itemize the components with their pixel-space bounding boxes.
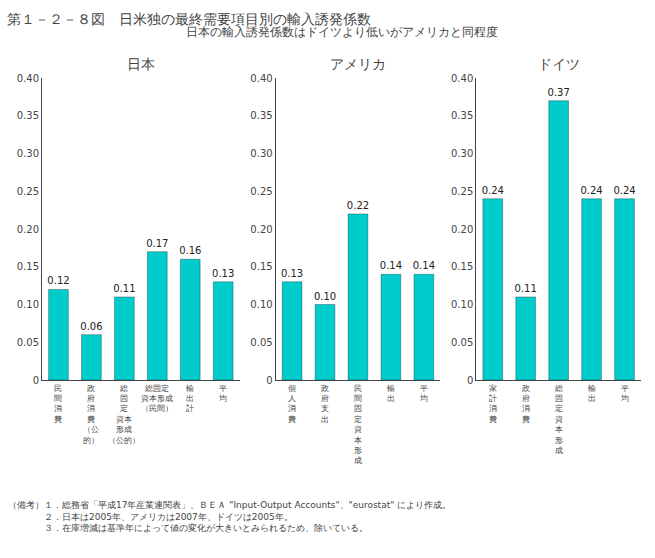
svg-text:0.40: 0.40 xyxy=(250,73,272,84)
svg-text:0.13: 0.13 xyxy=(281,268,303,279)
svg-text:平均: 平均 xyxy=(620,384,629,403)
svg-text:平均: 平均 xyxy=(419,384,428,403)
svg-text:0.17: 0.17 xyxy=(146,238,168,249)
svg-text:アメリカ: アメリカ xyxy=(330,56,386,72)
svg-text:日本の輸入誘発係数はドイツより低いがアメリカと同程度: 日本の輸入誘発係数はドイツより低いがアメリカと同程度 xyxy=(186,25,498,39)
svg-text:0.35: 0.35 xyxy=(17,110,39,121)
svg-text:0: 0 xyxy=(33,375,39,386)
svg-text:0: 0 xyxy=(266,375,272,386)
svg-text:0.25: 0.25 xyxy=(451,186,473,197)
svg-text:政府支出: 政府支出 xyxy=(321,384,329,424)
svg-text:0.05: 0.05 xyxy=(17,337,39,348)
svg-text:平均: 平均 xyxy=(218,384,227,403)
svg-text:家計消費: 家計消費 xyxy=(489,384,497,424)
svg-text:0.10: 0.10 xyxy=(314,291,336,302)
svg-text:輸出: 輸出 xyxy=(588,384,596,403)
svg-text:0.16: 0.16 xyxy=(179,245,201,256)
svg-text:0.11: 0.11 xyxy=(113,283,135,294)
svg-text:0.20: 0.20 xyxy=(250,224,272,235)
svg-text:0.15: 0.15 xyxy=(250,261,272,272)
svg-text:0.20: 0.20 xyxy=(451,224,473,235)
svg-text:総固定資本形成（公的）: 総固定資本形成（公的） xyxy=(108,384,140,445)
svg-text:0.24: 0.24 xyxy=(482,185,504,196)
svg-text:個人消費: 個人消費 xyxy=(288,384,296,424)
svg-text:0.25: 0.25 xyxy=(250,186,272,197)
svg-text:0.15: 0.15 xyxy=(451,261,473,272)
svg-text:0.25: 0.25 xyxy=(17,186,39,197)
svg-text:0.30: 0.30 xyxy=(17,148,39,159)
svg-text:0.40: 0.40 xyxy=(17,73,39,84)
svg-text:輸出: 輸出 xyxy=(387,384,395,403)
svg-text:0.35: 0.35 xyxy=(451,110,473,121)
svg-text:0.06: 0.06 xyxy=(80,321,102,332)
svg-text:0.05: 0.05 xyxy=(451,337,473,348)
svg-text:0.24: 0.24 xyxy=(613,185,635,196)
svg-text:0.24: 0.24 xyxy=(580,185,602,196)
svg-text:0.10: 0.10 xyxy=(250,299,272,310)
svg-text:（備考）１．総務省「平成17年産業連関表」、ＢＥＡ "Inp: （備考）１．総務省「平成17年産業連関表」、ＢＥＡ "Input-Output … xyxy=(8,500,451,533)
svg-text:ドイツ: ドイツ xyxy=(538,56,580,72)
svg-text:0.11: 0.11 xyxy=(515,283,537,294)
svg-text:0.22: 0.22 xyxy=(347,200,369,211)
svg-text:0.37: 0.37 xyxy=(548,87,570,98)
svg-text:0.35: 0.35 xyxy=(250,110,272,121)
svg-text:0.05: 0.05 xyxy=(250,337,272,348)
svg-text:政府消費（公的）: 政府消費（公的） xyxy=(83,384,99,445)
svg-text:日本: 日本 xyxy=(127,56,155,72)
svg-text:総固定資本形成: 総固定資本形成 xyxy=(554,384,563,455)
svg-text:0.20: 0.20 xyxy=(17,224,39,235)
svg-text:0.12: 0.12 xyxy=(47,275,69,286)
svg-text:0.14: 0.14 xyxy=(413,260,435,271)
svg-text:0.30: 0.30 xyxy=(250,148,272,159)
svg-text:第１－２－８図 日米独の最終需要項目別の輸入誘発係数: 第１－２－８図 日米独の最終需要項目別の輸入誘発係数 xyxy=(7,11,371,27)
svg-text:0: 0 xyxy=(467,375,473,386)
svg-text:0.10: 0.10 xyxy=(451,299,473,310)
svg-text:0.10: 0.10 xyxy=(17,299,39,310)
svg-text:0.14: 0.14 xyxy=(380,260,402,271)
svg-text:0.15: 0.15 xyxy=(17,261,39,272)
svg-text:0.13: 0.13 xyxy=(212,268,234,279)
svg-text:民間消費: 民間消費 xyxy=(54,384,62,424)
svg-text:総固定資本形成（民間）: 総固定資本形成（民間） xyxy=(141,384,173,414)
svg-text:0.40: 0.40 xyxy=(451,73,473,84)
svg-text:輸出計: 輸出計 xyxy=(186,384,194,414)
svg-text:民間固定資本形成: 民間固定資本形成 xyxy=(354,384,362,466)
svg-text:政府消費: 政府消費 xyxy=(522,384,530,424)
svg-text:0.30: 0.30 xyxy=(451,148,473,159)
